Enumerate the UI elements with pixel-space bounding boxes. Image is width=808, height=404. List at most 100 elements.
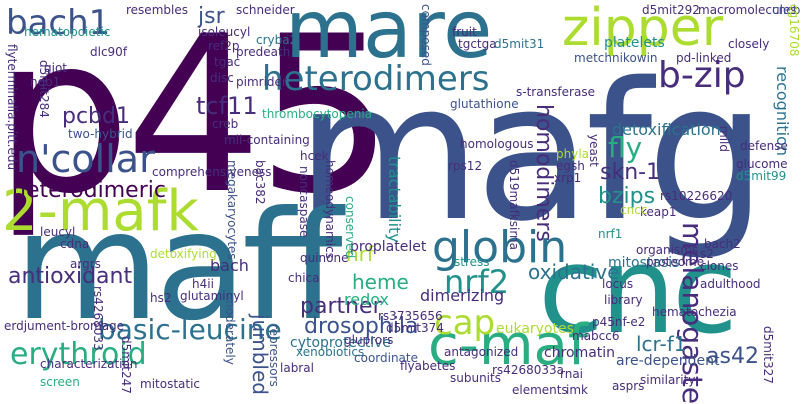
word-megakaryocytes: megakaryocytes xyxy=(225,160,239,260)
word-characterization: characterization xyxy=(40,357,138,371)
word-predeath: predeath xyxy=(236,45,291,59)
word-lcr-f1: lcr-f1 xyxy=(636,332,687,356)
word-rs4268033a: rs4268033a xyxy=(492,363,564,377)
word-cdna: cdna xyxy=(60,237,90,251)
word-partner: partner xyxy=(300,294,382,319)
word-keap1: keap1 xyxy=(640,205,677,219)
word-resembles: resembles xyxy=(126,3,188,17)
word-chromatin: chromatin xyxy=(544,345,616,361)
word-defense: defense xyxy=(740,139,788,153)
word-pimrider: pimrider xyxy=(236,75,287,89)
word-argrs: argrs xyxy=(70,257,101,271)
word-mabcc6: mabcc6 xyxy=(572,329,620,343)
word-cnc: cnc xyxy=(538,222,738,361)
word-cytoprotective: cytoprotective xyxy=(290,335,392,351)
word-cg16708: cg16708 xyxy=(787,4,801,57)
word-nrf: nrf xyxy=(346,242,374,266)
word-bach2: bach2 xyxy=(704,237,741,251)
word-rs4268033: rs4268033 xyxy=(91,286,105,351)
word-yeast: yeast xyxy=(587,134,601,167)
word-d5mit284: d5mit284 xyxy=(37,60,51,118)
word-rps12: rps12 xyxy=(448,159,483,173)
word-antioxidant: antioxidant xyxy=(8,264,133,289)
word-mitostasis: mitostasis xyxy=(608,255,680,271)
word-coordinate: coordinate xyxy=(354,351,419,365)
word-homeodynamics: homeodynamics xyxy=(323,160,337,259)
word-h4ii: h4ii xyxy=(192,277,214,291)
word-thrombocytopenia: thrombocytopenia xyxy=(262,107,373,121)
word-cncc: cncc xyxy=(620,203,648,217)
word-b-zip: b-zip xyxy=(658,55,746,96)
word-creb: creb xyxy=(212,117,239,131)
word-tgctga: tgctga xyxy=(458,37,497,51)
word-giot: giot xyxy=(44,61,67,75)
word-s-transferase: s-transferase xyxy=(516,85,595,99)
word-similarity: similarity xyxy=(640,373,696,387)
word-fly: fly xyxy=(608,131,643,164)
word-noncaspase: noncaspase xyxy=(297,166,311,238)
word-c-maf: c-maf xyxy=(428,313,588,378)
word-basic-leucine: basic-leucine xyxy=(98,313,282,346)
word-organisms: organisms xyxy=(636,243,699,257)
word-p45nf-e2: p45nf-e2 xyxy=(592,315,646,329)
word-cncb: cncb xyxy=(772,3,801,17)
word-chica: chica xyxy=(288,271,320,285)
word-heterodimeric: heterodimeric xyxy=(12,178,166,203)
word-flyterminalia: flyterminalia.pitt.edu xyxy=(5,44,19,171)
word-melanogaster: melanogaster xyxy=(676,222,709,404)
word-2-mafk: 2-mafk xyxy=(2,179,199,244)
word-mare: mare xyxy=(285,0,493,76)
word-glucome: glucome xyxy=(736,157,788,171)
word-glutaminyl: glutaminyl xyxy=(180,289,244,303)
word-erdjument-bromage: erdjument-bromage xyxy=(4,319,125,333)
word-antagonized: antagonized xyxy=(444,345,519,359)
word-locus: locus xyxy=(602,277,634,291)
word-jsr: jsr xyxy=(198,4,225,29)
word-eukaryotes: eukaryotes xyxy=(496,321,574,337)
word-cryba2: cryba2 xyxy=(256,33,298,47)
word-bac382: bac382 xyxy=(253,160,267,205)
word-proplatelet: proplatelet xyxy=(350,239,427,255)
word-tcf11: tcf11 xyxy=(196,92,258,120)
word-hematopoietic: hematopoietic xyxy=(24,25,111,39)
word-globin: globin xyxy=(432,222,568,273)
word-rs10226620: rs10226620 xyxy=(660,189,733,203)
word-nrf1: nrf1 xyxy=(598,227,623,241)
word-nrf2: nrf2 xyxy=(444,263,510,301)
word-detoxification: detoxification xyxy=(612,120,721,139)
word-p45: p45 xyxy=(0,0,394,241)
word-erythroid: erythroid xyxy=(10,337,147,372)
word-fruit: fruit xyxy=(452,25,477,39)
word-rnai: rnai xyxy=(560,367,584,381)
word-d5mit374: d5mit374 xyxy=(386,321,444,335)
word-disc: disc xyxy=(210,71,234,85)
word-hcek: hcek xyxy=(300,149,329,163)
word-ncollar: n'collar xyxy=(16,137,155,181)
word-two-hybrid: two-hybrid xyxy=(68,127,133,141)
word-d5mit292: d5mit292 xyxy=(642,3,700,17)
word-flyabetes: flyabetes xyxy=(400,359,456,373)
word-platelets: platelets xyxy=(604,35,665,51)
word-hematochezia: hematochezia xyxy=(652,305,737,319)
word-heterodimers: heterodimers xyxy=(262,59,490,99)
word-subunits: subunits xyxy=(450,371,501,385)
word-redox: redox xyxy=(344,290,389,309)
word-as42: as42 xyxy=(706,344,759,369)
word-rs3735656: rs3735656 xyxy=(378,309,443,323)
word-quinone: quinone xyxy=(300,251,349,265)
word-bach1: bach1 xyxy=(6,3,111,43)
word-mitostatic: mitostatic xyxy=(140,377,201,391)
word-labral: labral xyxy=(280,361,314,375)
word-recognition: recognition xyxy=(773,66,792,157)
word-bzips: bzips xyxy=(598,184,656,209)
word-metchnikowin: metchnikowin xyxy=(574,51,658,65)
word-schneider: schneider xyxy=(236,3,295,17)
word-d5mit31: d5mit31 xyxy=(494,37,545,51)
word-tractability: tractability xyxy=(385,156,404,243)
word-mild: mild xyxy=(717,126,731,152)
word-clones: clones xyxy=(700,259,739,273)
word-are-dependent: are-dependent xyxy=(616,353,720,369)
word-closely: closely xyxy=(728,37,770,51)
word-hs2: hs2 xyxy=(150,291,172,305)
